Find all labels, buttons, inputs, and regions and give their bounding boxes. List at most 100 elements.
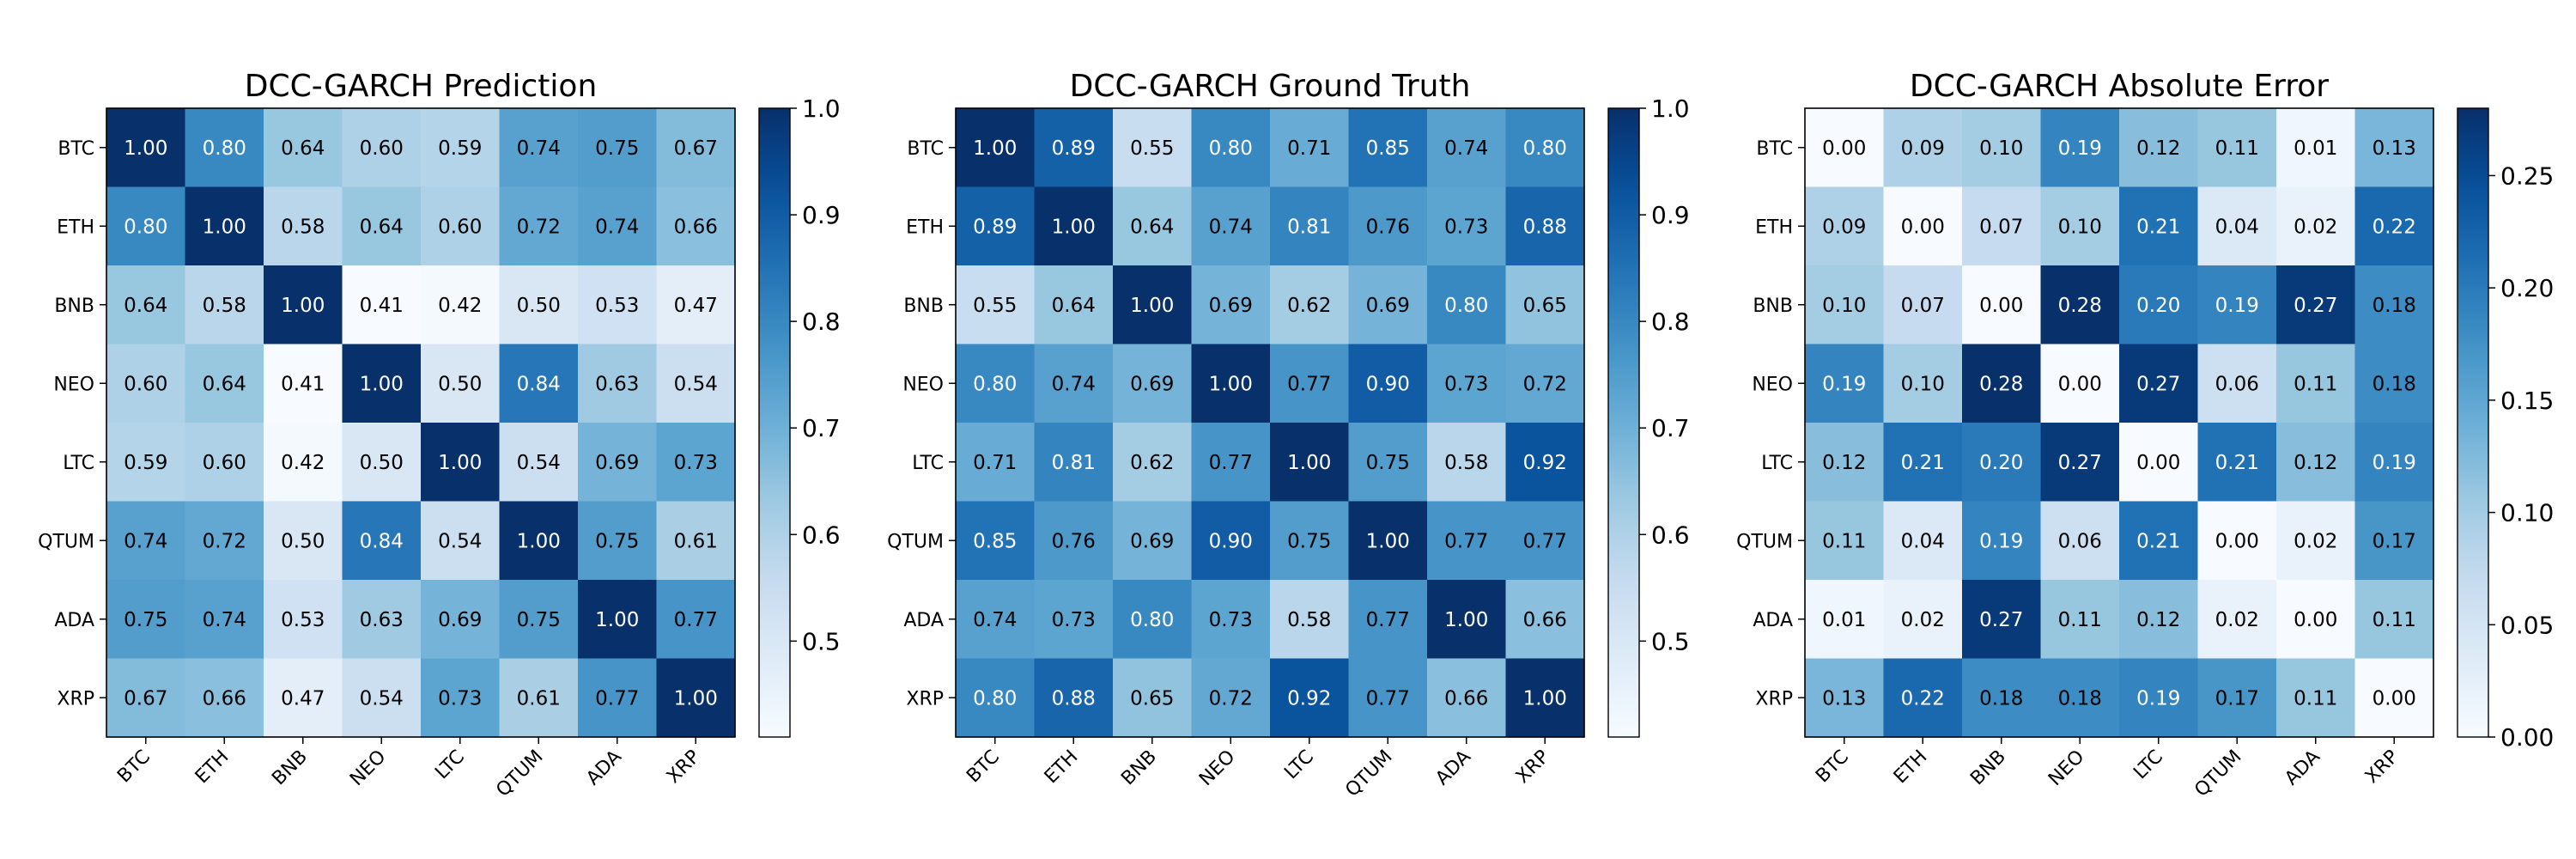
heatmap-cell	[1191, 423, 1271, 503]
colorbar-tick-label: 0.15	[2500, 387, 2554, 415]
heatmap-cell	[1962, 108, 2042, 188]
heatmap-cell	[106, 423, 186, 503]
heatmap-cell	[1805, 658, 1885, 738]
heatmap-frame	[1804, 107, 2434, 738]
cell-value-label: 0.28	[2058, 295, 2102, 317]
heatmap-cell	[2040, 580, 2120, 660]
y-tick-label: XRP	[906, 688, 944, 710]
heatmap-cell	[1962, 501, 2042, 581]
y-tick-label: XRP	[57, 688, 94, 710]
cell-value-label: 0.66	[203, 687, 246, 710]
cell-value-label: 0.55	[973, 295, 1017, 317]
x-tick-label: BNB	[1117, 746, 1161, 790]
cell-value-label: 0.60	[438, 216, 482, 238]
x-tick-label: QTUM	[492, 746, 547, 801]
y-tick-label: BNB	[54, 295, 94, 317]
colorbar-tick-label: 1.0	[1651, 94, 1690, 123]
cell-value-label: 0.77	[1209, 452, 1253, 474]
cell-value-label: 0.01	[1822, 609, 1866, 631]
heatmap-cell	[499, 108, 579, 188]
heatmap-cell	[956, 423, 1036, 503]
heatmap-cell	[656, 658, 736, 738]
heatmap-cell	[1805, 344, 1885, 423]
cell-value-label: 0.20	[2136, 295, 2180, 317]
cell-value-label: 1.00	[281, 295, 325, 317]
cell-value-label: 0.75	[1366, 452, 1410, 474]
y-tick-label: NEO	[902, 374, 944, 395]
cell-value-label: 0.80	[973, 687, 1017, 710]
cell-value-label: 0.41	[360, 295, 404, 317]
heatmap-cell	[185, 186, 264, 266]
heatmap-cell	[185, 658, 264, 738]
cell-value-label: 0.11	[2293, 373, 2337, 395]
x-tick-label: ADA	[582, 746, 626, 790]
heatmap-cell	[2276, 423, 2356, 503]
cell-value-label: 0.07	[1979, 216, 2023, 238]
heatmap-cell	[342, 265, 422, 345]
cell-value-label: 0.06	[2215, 373, 2259, 395]
cell-value-label: 0.27	[2058, 452, 2102, 474]
heatmap-cell	[1034, 344, 1114, 423]
cell-value-label: 1.00	[595, 609, 639, 631]
cell-value-label: 0.19	[2215, 295, 2259, 317]
heatmap-cell	[106, 265, 186, 345]
heatmap-cell	[1805, 186, 1885, 266]
cell-value-label: 0.72	[203, 530, 246, 552]
colorbar-tick-label: 0.6	[802, 521, 841, 549]
heatmap-cell	[2197, 580, 2277, 660]
heatmap-cell	[1348, 580, 1428, 660]
cell-value-label: 0.27	[1979, 609, 2023, 631]
cell-value-label: 1.00	[124, 137, 167, 160]
heatmap-cell	[1427, 423, 1507, 503]
heatmap-cell	[1883, 186, 1963, 266]
cell-value-label: 0.85	[973, 530, 1017, 552]
cell-value-label: 0.54	[674, 373, 718, 395]
cell-value-label: 0.66	[674, 216, 718, 238]
heatmap-cell	[2354, 423, 2434, 503]
cell-value-label: 0.11	[2293, 687, 2337, 710]
chart-title: DCC-GARCH Prediction	[245, 69, 598, 104]
cell-value-label: 0.54	[517, 452, 561, 474]
heatmap-cell	[264, 658, 343, 738]
heatmap-cell	[2040, 108, 2120, 188]
y-tick-label: NEO	[53, 374, 94, 395]
cell-value-label: 0.72	[1523, 373, 1567, 395]
cell-value-label: 1.00	[1444, 609, 1488, 631]
absolute-error-heatmap-panel: DCC-GARCH Absolute Error 0.00 0.09 0.10 0.19…	[1736, 69, 2554, 801]
cell-value-label: 0.89	[973, 216, 1017, 238]
heatmap-cell	[1505, 423, 1585, 503]
x-tick-label: XRP	[1512, 746, 1554, 789]
heatmap-cell	[1505, 108, 1585, 188]
heatmap-cell	[1883, 108, 1963, 188]
heatmap-cell	[421, 108, 501, 188]
heatmap-cell	[421, 186, 501, 266]
cell-value-label: 0.22	[1901, 687, 1945, 710]
heatmap-cell	[2119, 423, 2199, 503]
heatmap-cell	[1505, 580, 1585, 660]
heatmap-cell	[185, 501, 264, 581]
cell-value-label: 0.00	[2372, 687, 2416, 710]
heatmap-cell	[1191, 108, 1271, 188]
cell-value-label: 0.62	[1130, 452, 1174, 474]
cell-value-label: 0.11	[1822, 530, 1866, 552]
y-tick-label: ADA	[903, 610, 944, 631]
x-tick-label: QTUM	[2190, 746, 2245, 801]
heatmap-cell	[2276, 501, 2356, 581]
x-tick-label: ADA	[1431, 746, 1475, 790]
cell-value-label: 0.64	[203, 373, 246, 395]
cell-value-label: 0.81	[1287, 216, 1331, 238]
heatmap-cell	[1113, 580, 1193, 660]
heatmap-cell	[578, 658, 658, 738]
cell-value-label: 0.18	[2372, 295, 2416, 317]
heatmap-cell	[1962, 580, 2042, 660]
heatmap-cell	[2354, 265, 2434, 345]
heatmap-cell	[342, 501, 422, 581]
heatmap-cell	[499, 658, 579, 738]
heatmap-cell	[421, 265, 501, 345]
heatmap-cell	[656, 344, 736, 423]
cell-value-label: 0.74	[124, 530, 167, 552]
cell-value-label: 1.00	[438, 452, 482, 474]
cell-value-label: 0.11	[2058, 609, 2102, 631]
cell-value-label: 0.73	[1052, 609, 1096, 631]
heatmap-cell	[1113, 108, 1193, 188]
